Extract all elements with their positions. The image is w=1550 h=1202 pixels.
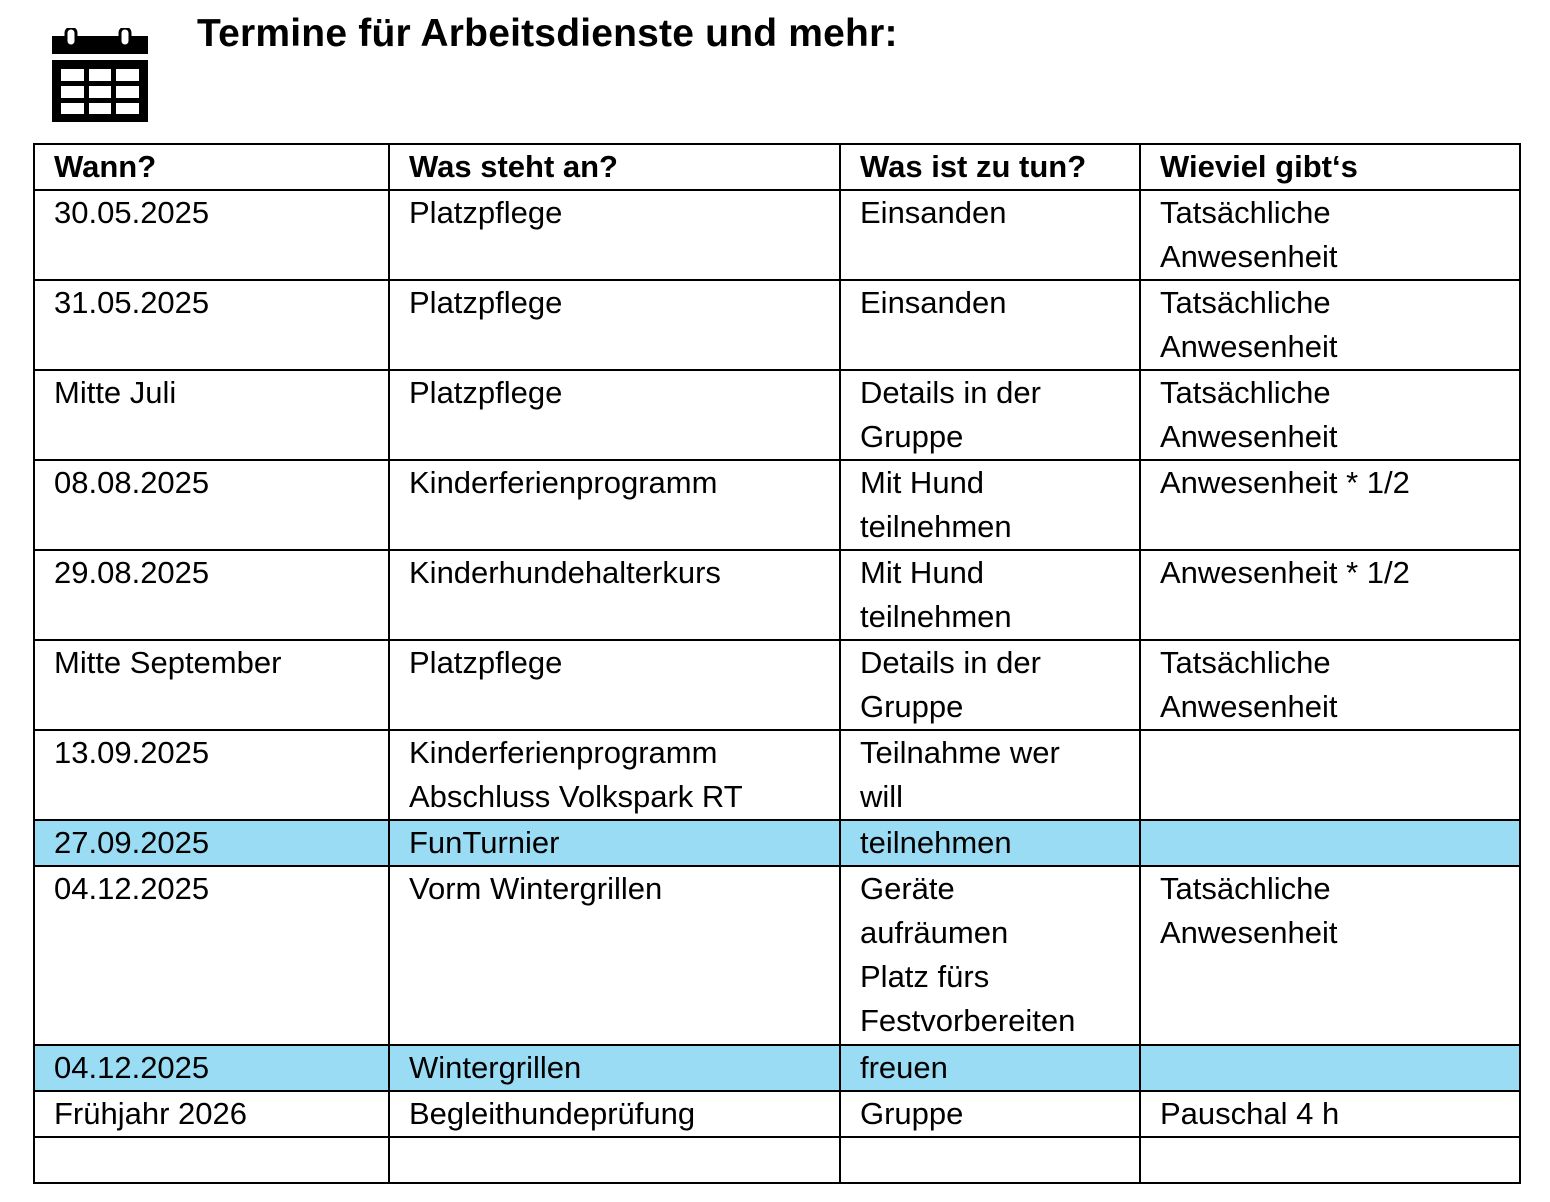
task-cell: Geräte aufräumen Platz fürs Festvorberei… [839, 865, 1141, 1046]
task-cell: Einsanden [839, 189, 1141, 281]
date-cell: 31.05.2025 [33, 279, 390, 371]
event-cell: FunTurnier [388, 819, 841, 867]
task-cell: Mit Hund teilnehmen [839, 549, 1141, 641]
date-cell: 04.12.2025 [33, 865, 390, 1046]
credit-cell: Tatsächliche Anwesenheit [1139, 865, 1521, 1046]
date-cell: 30.05.2025 [33, 189, 390, 281]
task-cell: Einsanden [839, 279, 1141, 371]
task-cell: Mit Hund teilnehmen [839, 459, 1141, 551]
credit-cell: Anwesenheit * 1/2 [1139, 549, 1521, 641]
task-cell: teilnehmen [839, 819, 1141, 867]
event-cell: Kinderferienprogramm [388, 459, 841, 551]
table-row: Frühjahr 2026 Begleithundeprüfung Gruppe Pa… [33, 1090, 1521, 1138]
event-cell: Platzpflege [388, 189, 841, 281]
event-cell: Vorm Wintergrillen [388, 865, 841, 1046]
task-cell: Details in der Gruppe [839, 639, 1141, 731]
table-row [33, 1136, 1521, 1184]
page-title: Termine für Arbeitsdienste und mehr: [197, 12, 898, 55]
task-cell [839, 1136, 1141, 1184]
table-row: 31.05.2025 Platzpflege Einsanden Tatsächlic… [33, 279, 1521, 371]
table-row: 29.08.2025 Kinderhundehalterkurs Mit Hund … [33, 549, 1521, 641]
table-row: 08.08.2025 Kinderferienprogramm Mit Hund t… [33, 459, 1521, 551]
column-header-was-ist-zu-tun: Was ist zu tun? [839, 143, 1141, 191]
task-cell: freuen [839, 1044, 1141, 1092]
credit-cell: Anwesenheit * 1/2 [1139, 459, 1521, 551]
table-row: 04.12.2025 Wintergrillen freuen [33, 1044, 1521, 1092]
date-cell: Frühjahr 2026 [33, 1090, 390, 1138]
credit-cell: Tatsächliche Anwesenheit [1139, 369, 1521, 461]
credit-cell [1139, 819, 1521, 867]
column-header-wieviel: Wieviel gibt‘s [1139, 143, 1521, 191]
event-cell: Wintergrillen [388, 1044, 841, 1092]
event-cell: Begleithundeprüfung [388, 1090, 841, 1138]
event-cell: Platzpflege [388, 639, 841, 731]
event-cell [388, 1136, 841, 1184]
credit-cell [1139, 729, 1521, 821]
task-cell: Teilnahme wer will [839, 729, 1141, 821]
credit-cell: Tatsächliche Anwesenheit [1139, 189, 1521, 281]
date-cell: 04.12.2025 [33, 1044, 390, 1092]
column-header-was-steht-an: Was steht an? [388, 143, 841, 191]
date-cell [33, 1136, 390, 1184]
schedule-table: Wann? Was steht an? Was ist zu tun? Wiev… [33, 143, 1521, 1184]
table-row: 30.05.2025 Platzpflege Einsanden Tatsächlic… [33, 189, 1521, 281]
credit-cell [1139, 1044, 1521, 1092]
column-header-wann: Wann? [33, 143, 390, 191]
credit-cell: Tatsächliche Anwesenheit [1139, 639, 1521, 731]
table-header-row: Wann? Was steht an? Was ist zu tun? Wiev… [33, 143, 1521, 191]
table-row: 13.09.2025 Kinderferienprogramm Abschluss… [33, 729, 1521, 821]
date-cell: Mitte September [33, 639, 390, 731]
credit-cell: Tatsächliche Anwesenheit [1139, 279, 1521, 371]
table-row: Mitte September Platzpflege Details in der… [33, 639, 1521, 731]
date-cell: 29.08.2025 [33, 549, 390, 641]
credit-cell: Pauschal 4 h [1139, 1090, 1521, 1138]
table-row: 27.09.2025 FunTurnier teilnehmen [33, 819, 1521, 867]
date-cell: 27.09.2025 [33, 819, 390, 867]
table-row: 04.12.2025 Vorm Wintergrillen Geräte aufrä… [33, 865, 1521, 1046]
task-cell: Details in der Gruppe [839, 369, 1141, 461]
event-cell: Platzpflege [388, 369, 841, 461]
credit-cell [1139, 1136, 1521, 1184]
event-cell: Kinderferienprogramm Abschluss Volkspark… [388, 729, 841, 821]
event-cell: Kinderhundehalterkurs [388, 549, 841, 641]
calendar-icon [50, 26, 148, 124]
date-cell: 13.09.2025 [33, 729, 390, 821]
date-cell: 08.08.2025 [33, 459, 390, 551]
date-cell: Mitte Juli [33, 369, 390, 461]
table-row: Mitte Juli Platzpflege Details in der Grup… [33, 369, 1521, 461]
task-cell: Gruppe [839, 1090, 1141, 1138]
event-cell: Platzpflege [388, 279, 841, 371]
